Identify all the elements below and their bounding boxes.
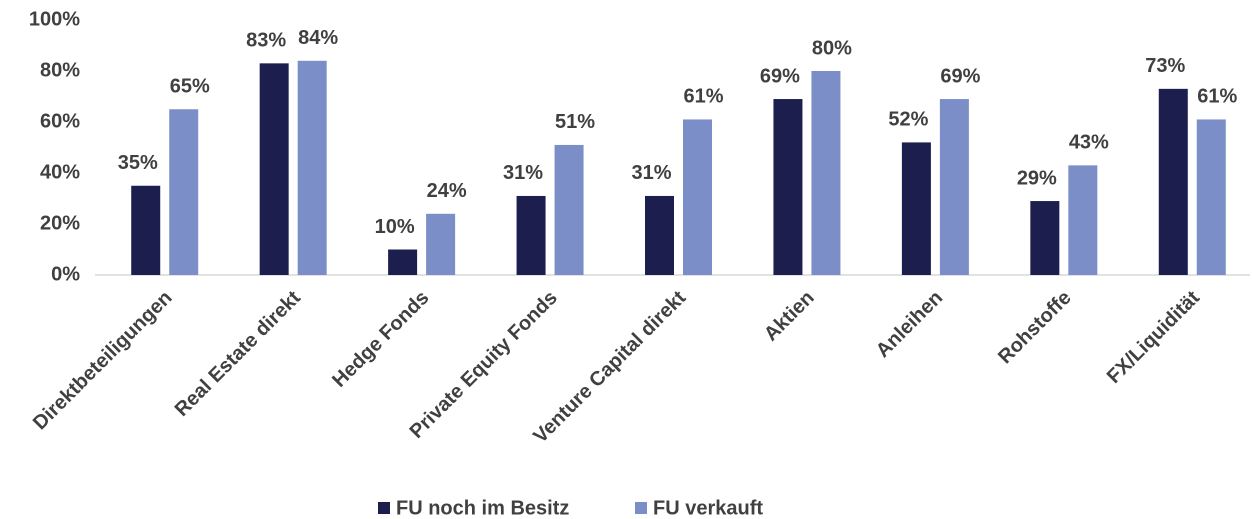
- data-label: 73%: [1145, 55, 1185, 77]
- bar: [773, 99, 803, 275]
- y-tick-label: 40%: [40, 161, 80, 183]
- bar: [901, 142, 931, 275]
- data-label: 35%: [118, 152, 158, 174]
- bar: [554, 144, 584, 275]
- data-label: 29%: [1017, 167, 1057, 189]
- y-tick-label: 0%: [51, 263, 80, 285]
- y-tick-label: 80%: [40, 59, 80, 81]
- legend-label: FU noch im Besitz: [396, 497, 569, 519]
- y-tick-label: 20%: [40, 212, 80, 234]
- bar: [1030, 201, 1060, 275]
- bar: [939, 99, 969, 275]
- data-label: 80%: [812, 37, 852, 59]
- bar: [811, 71, 841, 275]
- x-tick-label: Hedge Fonds: [328, 287, 433, 392]
- data-label: 83%: [246, 30, 286, 52]
- data-label: 61%: [683, 86, 723, 108]
- x-tick-label: Rohstoffe: [994, 287, 1076, 369]
- data-label: 69%: [760, 65, 800, 87]
- bar: [388, 249, 418, 275]
- bar: [169, 109, 199, 275]
- data-label: 31%: [503, 162, 543, 184]
- data-label: 31%: [631, 162, 671, 184]
- x-tick-label: Real Estate direkt: [171, 286, 305, 420]
- data-label: 10%: [375, 216, 415, 238]
- x-tick-label: Venture Capital direkt: [529, 286, 690, 447]
- x-tick-label: FX/Liquidität: [1103, 286, 1204, 387]
- data-label: 65%: [170, 76, 210, 98]
- data-label: 69%: [940, 65, 980, 87]
- data-label: 24%: [427, 180, 467, 202]
- bar: [131, 185, 161, 275]
- bar: [426, 213, 456, 275]
- y-tick-label: 100%: [29, 8, 80, 30]
- bar: [1158, 88, 1188, 275]
- data-label: 52%: [888, 109, 928, 131]
- data-label: 43%: [1069, 132, 1109, 154]
- x-tick-label: Aktien: [760, 287, 819, 346]
- data-label: 84%: [298, 27, 338, 49]
- legend-label: FU verkauft: [653, 497, 763, 519]
- bar: [259, 63, 289, 275]
- bar: [645, 195, 674, 275]
- bar: [1196, 119, 1226, 275]
- data-label: 61%: [1197, 86, 1237, 108]
- bar: [1068, 165, 1098, 275]
- y-tick-label: 60%: [40, 110, 80, 132]
- x-tick-label: Direktbeteiligungen: [29, 287, 177, 435]
- x-tick-label: Anleihen: [872, 287, 947, 362]
- legend-swatch: [378, 502, 390, 514]
- x-tick-label: Private Equity Fonds: [406, 287, 562, 443]
- bar: [516, 195, 546, 275]
- bar: [297, 60, 327, 275]
- legend-swatch: [635, 502, 647, 514]
- bar: [683, 119, 712, 275]
- data-label: 51%: [555, 111, 595, 133]
